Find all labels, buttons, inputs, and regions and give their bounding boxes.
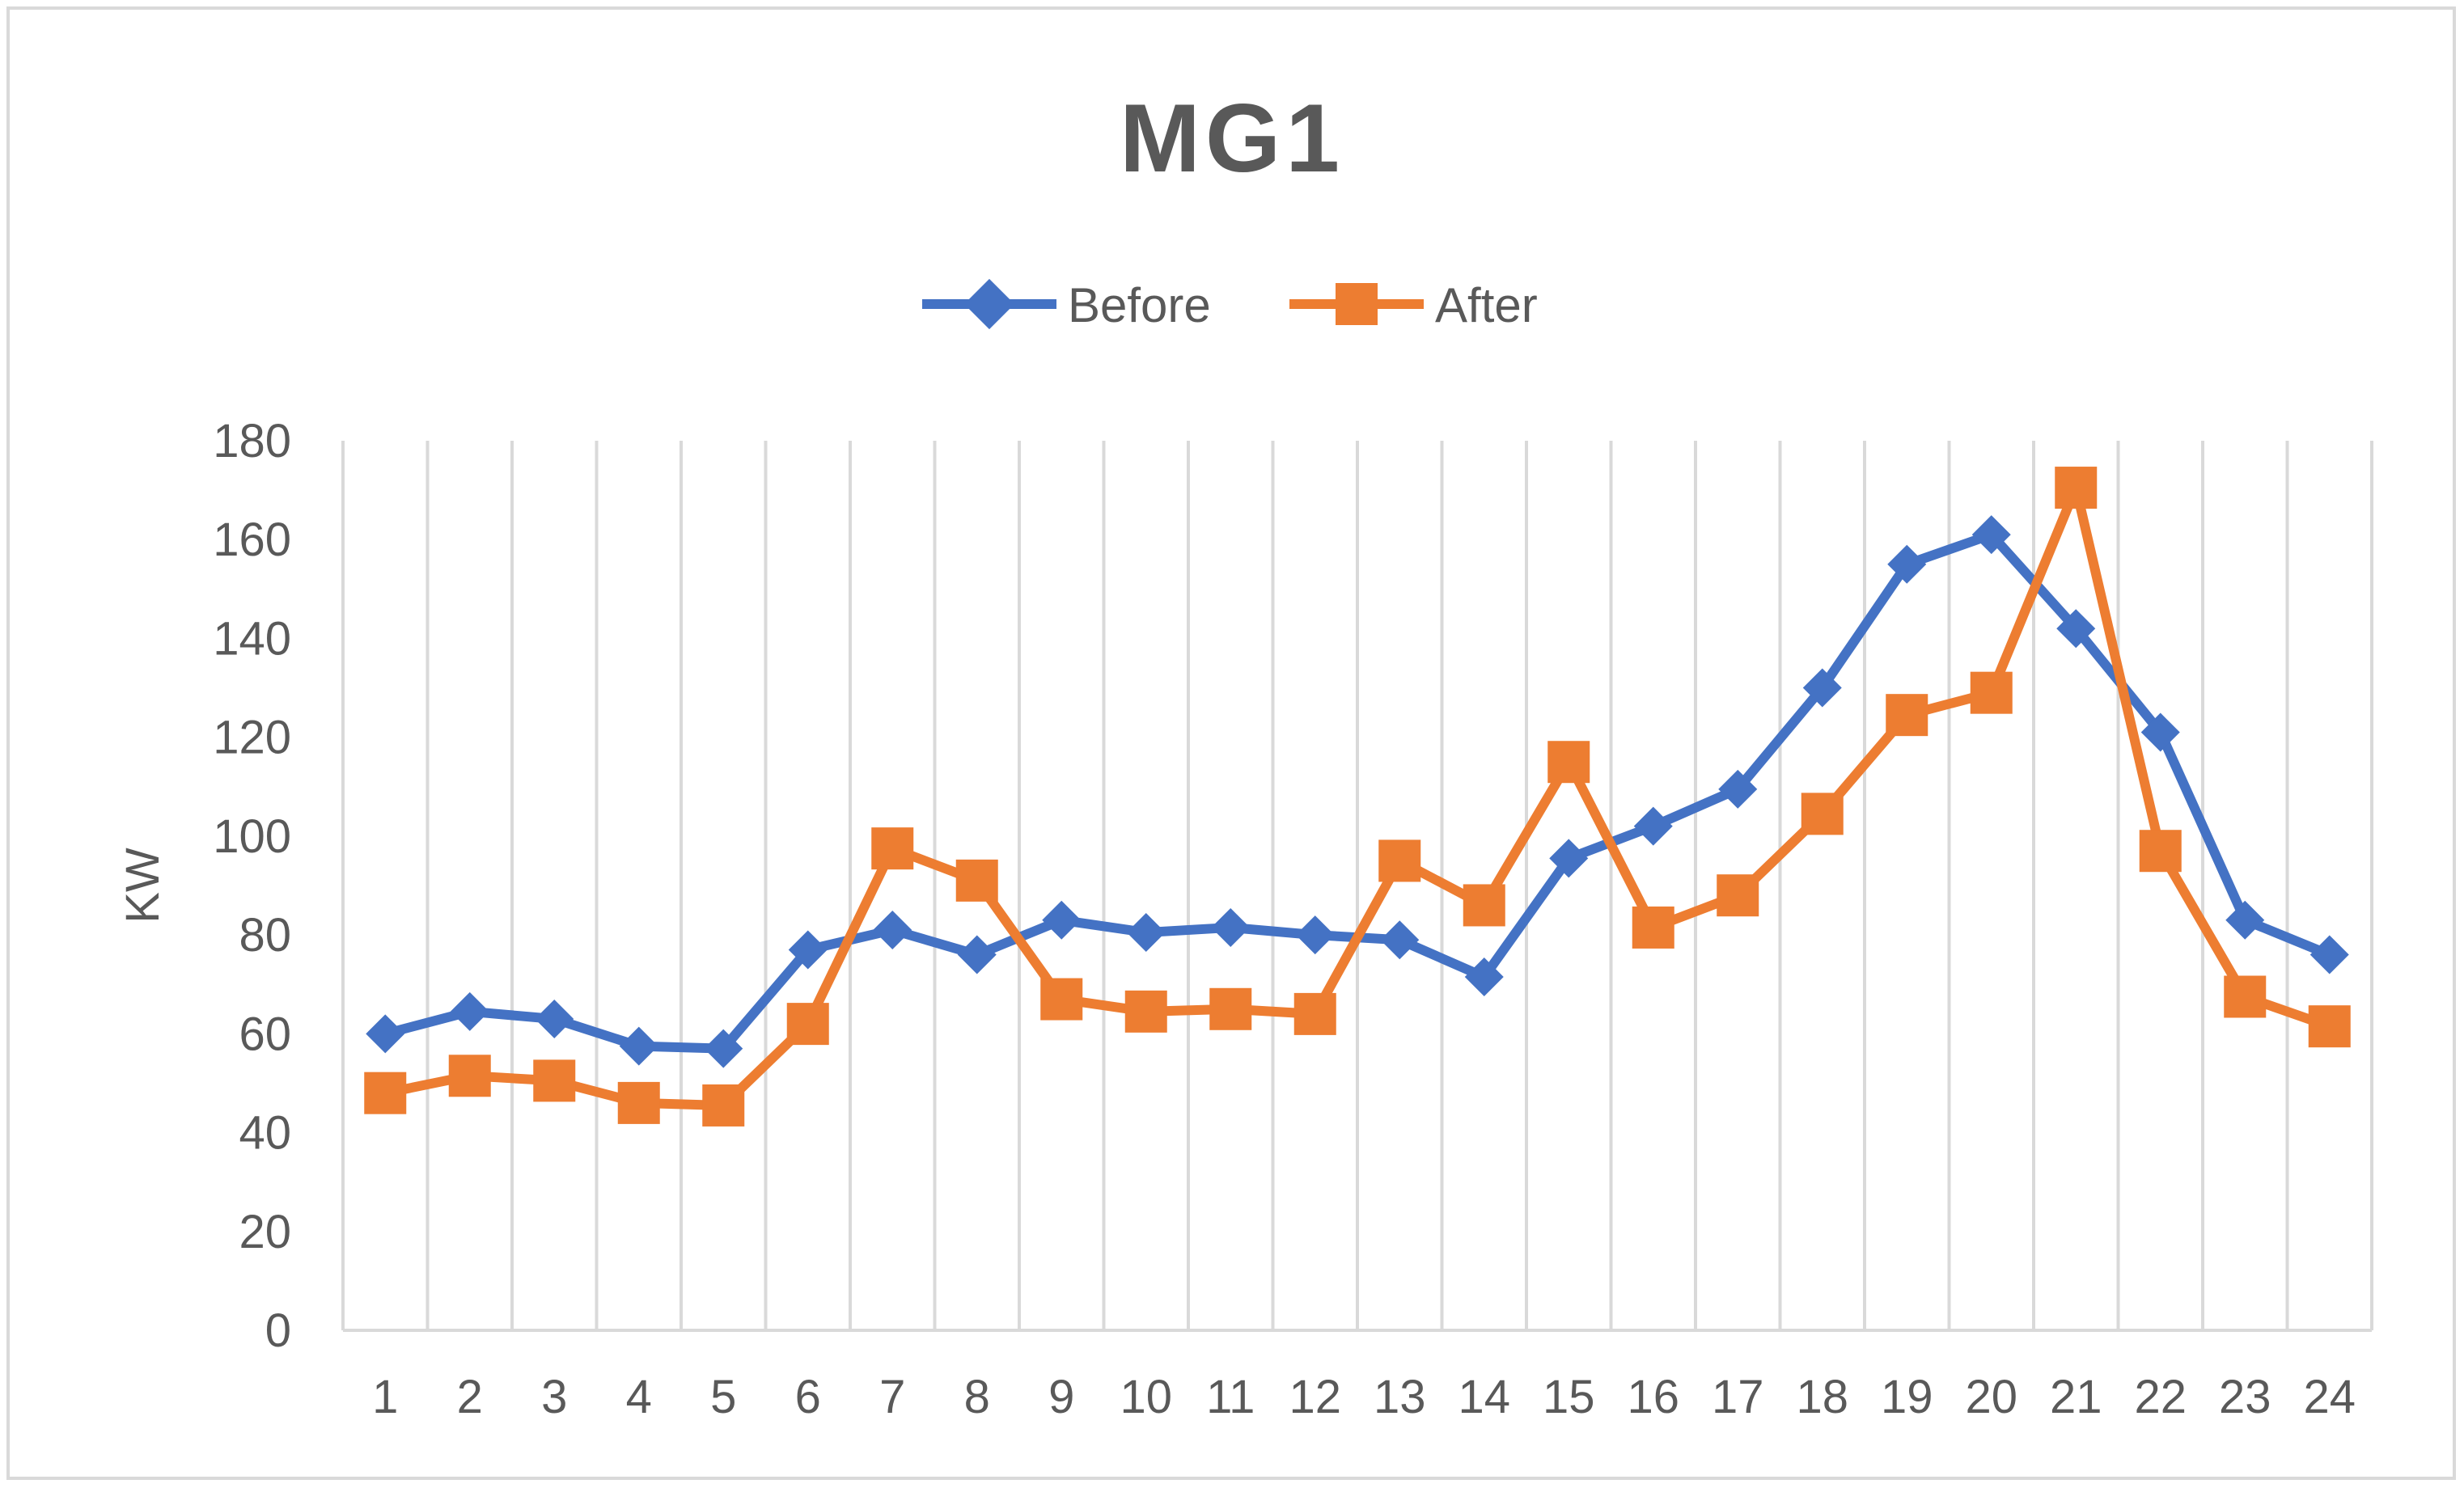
x-tick-label: 1 bbox=[372, 1371, 398, 1423]
y-tick-label: 0 bbox=[265, 1304, 291, 1357]
legend-item-after: After bbox=[1289, 278, 1538, 332]
data-point-after bbox=[1378, 839, 1421, 882]
data-point-after bbox=[1547, 741, 1590, 784]
y-tick-label: 80 bbox=[239, 909, 291, 962]
chart-title: MG1 bbox=[1120, 84, 1344, 192]
data-point-after bbox=[1209, 987, 1252, 1030]
data-point-before bbox=[1042, 900, 1082, 940]
data-point-before bbox=[2309, 935, 2349, 974]
y-tick-label: 120 bbox=[213, 712, 291, 764]
data-point-before bbox=[2225, 900, 2265, 940]
x-tick-label: 20 bbox=[1965, 1371, 2017, 1423]
data-point-before bbox=[788, 930, 828, 970]
x-tick-label: 19 bbox=[1881, 1371, 1933, 1423]
x-tick-label: 7 bbox=[879, 1371, 905, 1423]
x-tick-label: 4 bbox=[626, 1371, 652, 1423]
data-point-before bbox=[450, 991, 489, 1031]
data-point-after bbox=[2224, 975, 2267, 1018]
y-tick-label: 60 bbox=[239, 1008, 291, 1060]
data-point-before bbox=[957, 935, 997, 974]
data-point-before bbox=[873, 911, 912, 949]
x-tick-label: 14 bbox=[1458, 1371, 1510, 1423]
x-tick-label: 17 bbox=[1712, 1371, 1764, 1423]
x-tick-label: 5 bbox=[710, 1371, 736, 1423]
data-point-before bbox=[2140, 712, 2180, 752]
y-tick-label: 100 bbox=[213, 810, 291, 863]
x-tick-label: 22 bbox=[2134, 1371, 2187, 1423]
x-tick-label: 6 bbox=[795, 1371, 821, 1423]
data-point-after bbox=[1632, 906, 1674, 949]
y-tick-label: 180 bbox=[213, 415, 291, 467]
series bbox=[364, 467, 2351, 1127]
legend-item-before: Before bbox=[922, 278, 1211, 332]
data-point-before bbox=[1211, 907, 1251, 947]
x-tick-label: 11 bbox=[1206, 1371, 1255, 1423]
data-point-after bbox=[1970, 671, 2013, 714]
data-point-before bbox=[1802, 668, 1842, 708]
data-point-after bbox=[1717, 874, 1759, 917]
legend-label-before: Before bbox=[1068, 278, 1211, 332]
legend-label-after: After bbox=[1435, 278, 1538, 332]
data-point-after bbox=[1293, 992, 1336, 1035]
data-point-after bbox=[2139, 830, 2182, 873]
data-point-after bbox=[533, 1059, 576, 1102]
data-point-after bbox=[448, 1055, 491, 1097]
y-tick-label: 20 bbox=[239, 1206, 291, 1258]
data-point-before bbox=[1887, 544, 1927, 584]
x-tick-label: 23 bbox=[2219, 1371, 2271, 1423]
data-point-after bbox=[1463, 884, 1505, 927]
data-point-after bbox=[871, 827, 914, 870]
data-point-after bbox=[955, 859, 998, 902]
legend: Before After bbox=[922, 278, 1538, 332]
series-after bbox=[364, 467, 2351, 1127]
x-tick-label: 12 bbox=[1289, 1371, 1341, 1423]
x-tick-label: 21 bbox=[2050, 1371, 2102, 1423]
data-point-before bbox=[1718, 769, 1758, 809]
x-tick-label: 3 bbox=[541, 1371, 567, 1423]
y-tick-label: 40 bbox=[239, 1107, 291, 1160]
x-tick-label: 9 bbox=[1048, 1371, 1074, 1423]
data-point-after bbox=[364, 1072, 407, 1114]
x-tick-label: 2 bbox=[457, 1371, 483, 1423]
y-tick-labels: 0 20 40 60 80 100 120 140 160 180 bbox=[213, 415, 291, 1357]
data-point-after bbox=[2308, 1005, 2351, 1048]
data-point-before bbox=[1464, 957, 1504, 997]
data-point-after bbox=[1040, 978, 1083, 1021]
data-point-after bbox=[702, 1084, 745, 1127]
data-point-before bbox=[366, 1014, 405, 1054]
data-point-before bbox=[1126, 913, 1166, 953]
data-point-before bbox=[704, 1029, 743, 1068]
x-tick-label: 13 bbox=[1374, 1371, 1426, 1423]
data-point-before bbox=[619, 1026, 658, 1066]
data-point-after bbox=[2055, 467, 2098, 509]
data-point-before bbox=[2056, 609, 2096, 649]
chart-frame bbox=[6, 6, 2456, 1480]
x-tick-label: 18 bbox=[1796, 1371, 1848, 1423]
data-point-after bbox=[1124, 990, 1167, 1033]
data-point-after bbox=[1886, 694, 1928, 737]
y-axis-label: KW bbox=[116, 848, 169, 924]
x-tick-label: 24 bbox=[2303, 1371, 2356, 1423]
data-point-before bbox=[1380, 920, 1420, 960]
data-point-before bbox=[1295, 915, 1335, 955]
data-point-before bbox=[535, 1000, 574, 1038]
data-point-after bbox=[786, 1003, 829, 1046]
y-tick-label: 140 bbox=[213, 612, 291, 665]
x-tick-label: 16 bbox=[1627, 1371, 1679, 1423]
data-point-before bbox=[1633, 806, 1673, 846]
data-point-before bbox=[1549, 839, 1589, 878]
y-tick-label: 160 bbox=[213, 514, 291, 566]
x-tick-label: 10 bbox=[1120, 1371, 1172, 1423]
x-tick-label: 15 bbox=[1543, 1371, 1595, 1423]
x-tick-labels: 1 2 3 4 5 6 7 8 9 10 11 12 13 14 15 16 17 18 19 20 21 22 23 24 bbox=[372, 1371, 2356, 1423]
gridlines bbox=[341, 441, 2373, 1330]
data-point-before bbox=[1971, 515, 2011, 555]
data-point-after bbox=[617, 1081, 660, 1124]
data-point-after bbox=[1801, 793, 1844, 835]
x-tick-label: 8 bbox=[964, 1371, 990, 1423]
